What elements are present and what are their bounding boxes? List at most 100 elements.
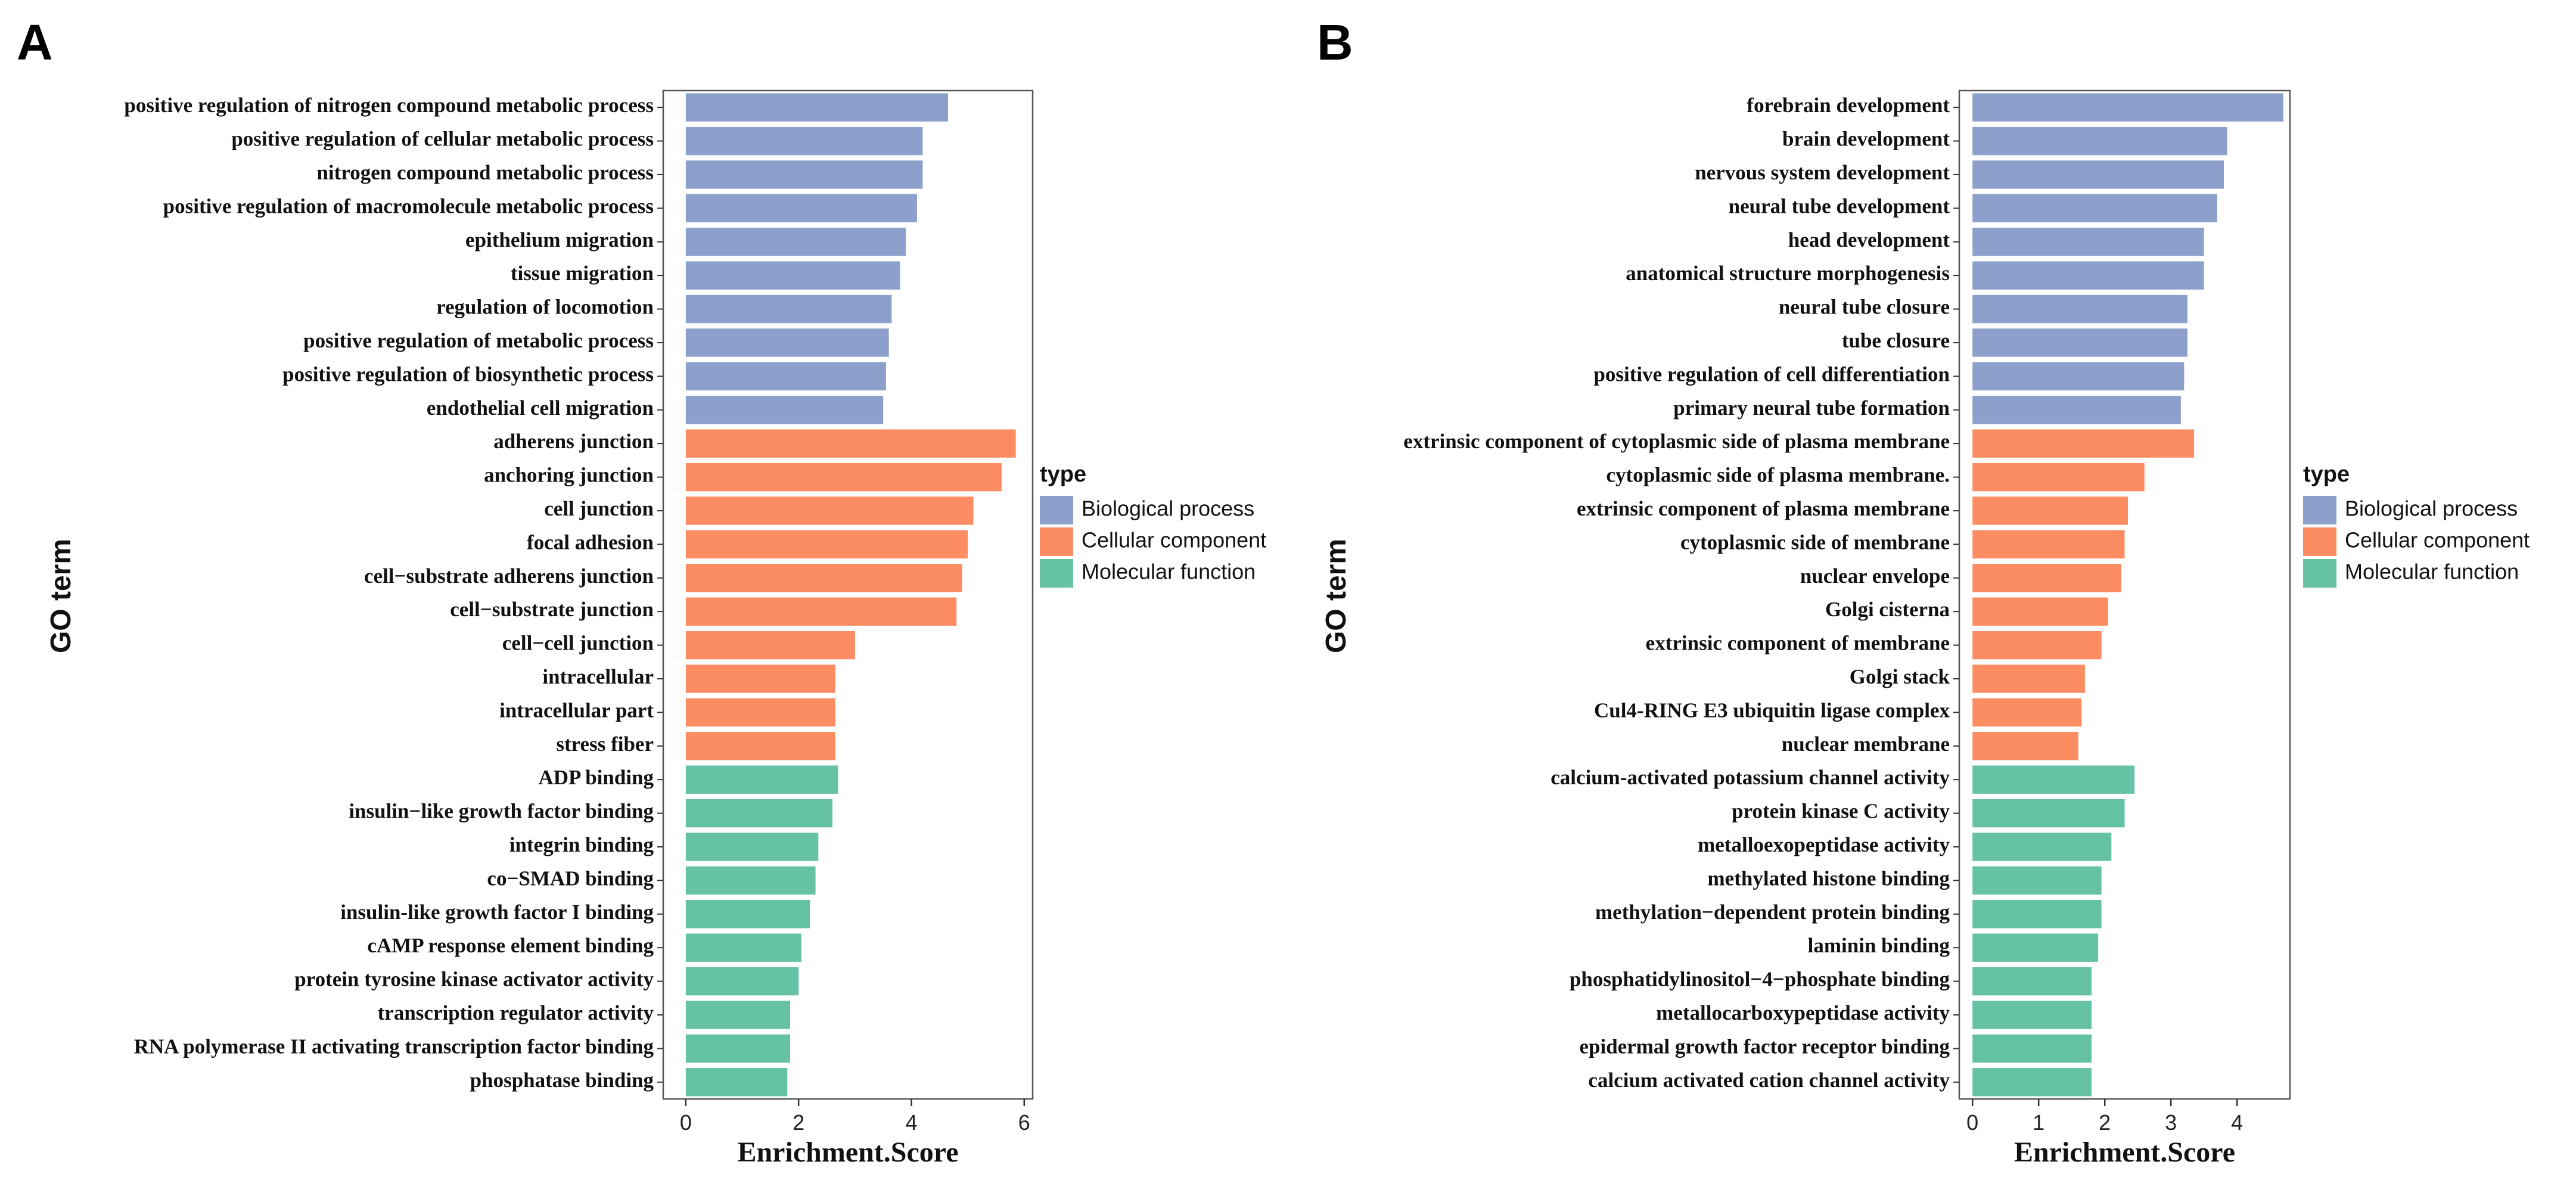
y-tick-label: endothelial cell migration: [427, 396, 654, 420]
bar: [1972, 396, 2181, 424]
y-tick-label: cytoplasmic side of membrane: [1680, 530, 1950, 554]
bar: [685, 496, 974, 525]
bar: [685, 900, 810, 929]
bar: [685, 866, 816, 895]
bar: [1972, 698, 2082, 727]
y-tick-label: cytoplasmic side of plasma membrane.: [1606, 464, 1950, 487]
y-tick-label: insulin−like growth factor binding: [349, 800, 654, 823]
bar: [1972, 799, 2125, 828]
y-tick-label: neural tube development: [1729, 194, 1950, 218]
panel-label: B: [1317, 14, 1353, 70]
bar: [685, 799, 832, 828]
y-tick-label: extrinsic component of membrane: [1646, 632, 1950, 655]
y-tick-label: laminin binding: [1808, 934, 1950, 957]
bar: [685, 564, 962, 592]
y-tick-label: nuclear envelope: [1800, 564, 1950, 588]
bar: [1972, 194, 2217, 223]
y-tick-label: cAMP response element binding: [367, 934, 654, 957]
bar: [1972, 1068, 2092, 1097]
y-tick-label: metallocarboxypeptidase activity: [1656, 1001, 1950, 1024]
y-tick-label: methylated histone binding: [1708, 867, 1950, 890]
y-tick-label: metalloexopeptidase activity: [1698, 833, 1950, 856]
bar: [685, 160, 923, 189]
bar: [1972, 933, 2099, 962]
y-tick-label: cell−substrate junction: [450, 598, 654, 621]
bar: [685, 194, 917, 223]
y-tick-label: tissue migration: [511, 262, 654, 285]
bar: [1972, 597, 2108, 626]
bar: [685, 261, 900, 290]
x-tick-label: 0: [680, 1110, 692, 1135]
y-tick-label: regulation of locomotion: [436, 296, 654, 319]
bar: [685, 328, 889, 357]
bar: [1972, 530, 2125, 559]
y-tick-label: tube closure: [1842, 329, 1950, 352]
bar: [685, 933, 801, 962]
y-tick-label: focal adhesion: [527, 530, 654, 554]
y-tick-label: co−SMAD binding: [487, 867, 654, 890]
legend-label: Molecular function: [1082, 560, 1256, 584]
bar: [685, 765, 838, 794]
bar: [1972, 967, 2092, 996]
x-tick-label: 2: [793, 1110, 804, 1135]
bar: [685, 126, 923, 156]
legend-swatch: [1040, 527, 1073, 556]
y-tick-label: intracellular part: [499, 698, 654, 722]
legend-swatch: [1040, 496, 1073, 524]
bar: [685, 294, 892, 324]
bar: [1972, 833, 2112, 861]
y-tick-label: positive regulation of nitrogen compound…: [124, 94, 654, 117]
bar: [1972, 866, 2102, 895]
y-axis-label: GO term: [1320, 539, 1352, 653]
bar: [685, 732, 835, 760]
y-tick-label: brain development: [1782, 128, 1950, 151]
bar: [685, 93, 949, 122]
legend-title: type: [1040, 462, 1086, 487]
y-tick-label: intracellular: [542, 665, 654, 688]
bar: [1972, 496, 2128, 525]
y-tick-label: ADP binding: [538, 766, 654, 789]
y-tick-label: head development: [1788, 228, 1950, 251]
bar: [1972, 462, 2145, 492]
bar: [1972, 328, 2187, 357]
y-tick-label: insulin-like growth factor I binding: [340, 900, 654, 924]
bar: [685, 228, 906, 256]
x-axis-label: Enrichment.Score: [2014, 1136, 2235, 1168]
x-tick-label: 3: [2165, 1110, 2177, 1135]
y-tick-label: positive regulation of metabolic process: [303, 329, 654, 352]
bar: [685, 698, 835, 727]
x-tick-label: 4: [905, 1110, 917, 1135]
y-tick-label: anchoring junction: [484, 464, 654, 487]
y-tick-label: calcium activated cation channel activit…: [1588, 1069, 1950, 1092]
bar: [685, 1001, 790, 1029]
plot-frame: [662, 89, 1034, 1100]
panel-label: A: [17, 14, 53, 70]
legend-swatch: [2303, 527, 2336, 556]
y-tick-label: extrinsic component of cytoplasmic side …: [1403, 430, 1950, 453]
legend-title: type: [2303, 462, 2350, 487]
bar: [685, 462, 1002, 492]
y-tick-label: nitrogen compound metabolic process: [316, 161, 654, 184]
y-tick-label: epithelium migration: [465, 228, 654, 251]
legend-swatch: [2303, 559, 2336, 588]
legend-label: Cellular component: [2345, 528, 2530, 552]
y-tick-label: nervous system development: [1695, 161, 1950, 184]
y-tick-label: transcription regulator activity: [378, 1001, 654, 1024]
bar: [1972, 1001, 2092, 1029]
x-axis-label: Enrichment.Score: [737, 1136, 958, 1168]
bar: [1972, 228, 2204, 256]
legend-label: Molecular function: [2345, 560, 2519, 584]
x-tick-label: 2: [2099, 1110, 2111, 1135]
y-tick-label: epidermal growth factor receptor binding: [1579, 1035, 1950, 1058]
y-tick-label: integrin binding: [509, 833, 654, 856]
x-tick-label: 1: [2033, 1110, 2044, 1135]
legend-label: Biological process: [1082, 496, 1254, 521]
y-tick-label: adherens junction: [493, 430, 654, 453]
bar: [685, 833, 819, 861]
x-tick-label: 6: [1018, 1110, 1030, 1135]
bar: [1972, 765, 2135, 794]
legend-label: Biological process: [2345, 496, 2518, 521]
x-tick-label: 4: [2231, 1110, 2243, 1135]
bar: [1972, 564, 2121, 592]
